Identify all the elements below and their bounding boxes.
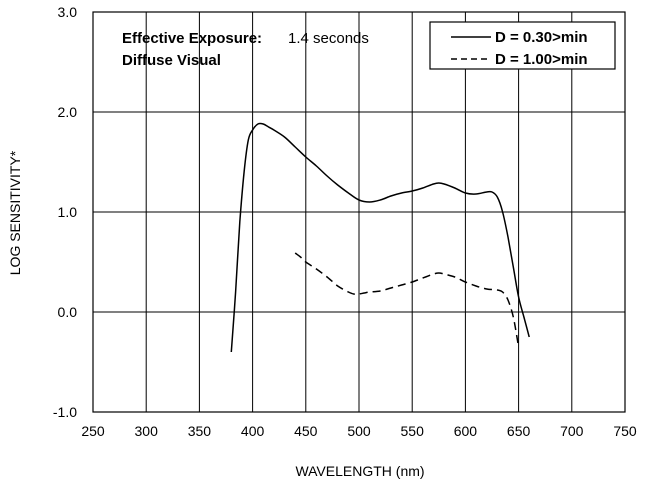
y-tick-label: -1.0 [53,404,77,420]
exposure-annotation: Effective Exposure: 1.4 seconds Diffuse … [122,30,369,69]
x-tick-labels: 250 300 350 400 450 500 550 600 650 700 750 [81,423,637,439]
exposure-label: Effective Exposure: [122,30,262,47]
y-axis-title: LOG SENSITIVITY* [7,150,23,275]
x-axis-title: WAVELENGTH (nm) [295,463,424,479]
x-tick-label: 300 [135,423,159,439]
legend: D = 0.30>min D = 1.00>min [429,21,616,70]
diffuse-visual-label: Diffuse Visual [122,52,221,69]
series-line-d030 [230,122,530,353]
y-tick-label: 3.0 [58,4,78,20]
series-line-d100 [294,252,520,348]
series-layer [230,122,530,353]
plot-frame [92,11,626,413]
x-tick-label: 600 [454,423,478,439]
x-tick-label: 750 [613,423,637,439]
exposure-value: 1.4 seconds [288,30,369,47]
x-tick-label: 700 [560,423,584,439]
legend-label-d100: D = 1.00>min [495,51,588,68]
x-tick-label: 450 [294,423,318,439]
legend-box [429,21,616,70]
y-tick-label: 0.0 [58,304,78,320]
y-tick-labels: -1.0 0.0 1.0 2.0 3.0 [53,4,77,420]
x-tick-label: 650 [507,423,531,439]
grid-lines [93,12,625,412]
y-tick-label: 1.0 [58,204,78,220]
x-tick-label: 500 [347,423,371,439]
x-tick-label: 550 [401,423,425,439]
x-tick-label: 250 [81,423,105,439]
x-tick-label: 350 [188,423,212,439]
y-tick-label: 2.0 [58,104,78,120]
legend-label-d030: D = 0.30>min [495,29,588,46]
x-tick-label: 400 [241,423,265,439]
